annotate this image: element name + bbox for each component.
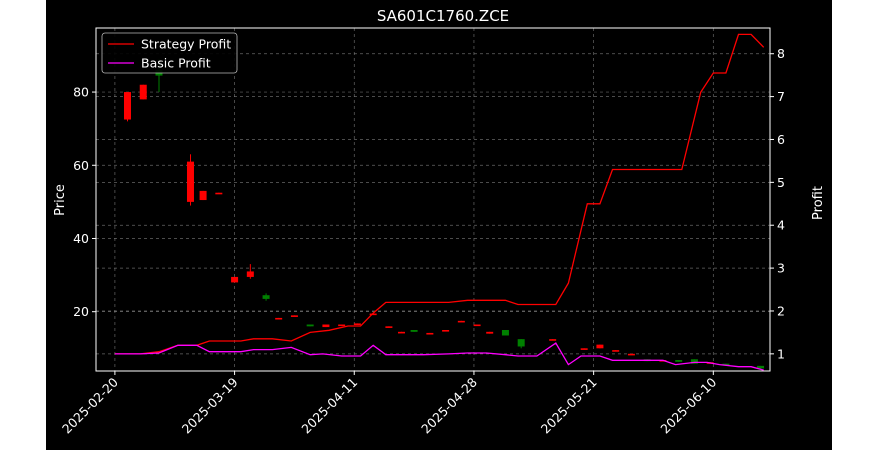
candle-27 (580, 348, 588, 350)
right-axis: 1 2 3 4 5 6 7 8 (770, 46, 785, 361)
candle-body (426, 332, 434, 335)
candle-body (549, 339, 557, 341)
candle-body (690, 359, 698, 364)
candle-36 (722, 363, 730, 366)
candle-8 (262, 293, 270, 301)
candle-23 (486, 331, 494, 334)
candle-29 (612, 350, 620, 352)
candle-5 (215, 192, 223, 195)
candle-body (369, 313, 377, 316)
candle-3 (186, 154, 194, 206)
candle-body (596, 344, 604, 349)
candle-19 (426, 332, 434, 335)
plot-frame (95, 27, 771, 372)
candle-body (139, 84, 147, 100)
left-axis: 20 40 60 80 (73, 85, 96, 319)
right-tick-label-6: 7 (777, 89, 785, 104)
candle-body (675, 360, 683, 362)
candle-body (517, 339, 525, 347)
candle-body (486, 331, 494, 334)
candle-body (457, 320, 465, 323)
series-line-1 (114, 342, 764, 371)
candle-26 (549, 339, 557, 341)
right-tick-label-2: 3 (777, 261, 785, 276)
candle-16 (385, 326, 393, 328)
right-tick-label-7: 8 (777, 46, 785, 61)
candle-9 (275, 317, 283, 320)
candle-body (322, 324, 330, 328)
candle-body (473, 324, 481, 327)
left-tick-label-1: 40 (73, 231, 89, 246)
candle-body (501, 330, 509, 336)
candle-body (215, 192, 223, 195)
candle-body (262, 295, 270, 299)
candle-17 (398, 331, 406, 334)
candle-body (410, 330, 418, 332)
left-tick-label-0: 20 (73, 304, 89, 319)
candle-30 (627, 353, 635, 356)
candle-body (246, 271, 254, 277)
legend-box (101, 32, 238, 74)
candle-body (722, 363, 730, 366)
right-tick-label-1: 2 (777, 303, 785, 318)
candle-20 (442, 330, 450, 332)
candle-14 (353, 323, 361, 326)
candle-25 (517, 339, 525, 349)
candle-body (385, 326, 393, 328)
legend-label-1: Basic Profit (141, 56, 211, 71)
candle-body (275, 317, 283, 320)
candle-11 (306, 324, 314, 327)
candle-13 (338, 324, 346, 327)
candle-body (353, 323, 361, 326)
candle-22 (473, 324, 481, 327)
legend: Strategy Profit Basic Profit (101, 32, 238, 74)
candle-10 (290, 315, 298, 317)
candle-7 (246, 264, 254, 279)
candle-body (306, 324, 314, 327)
right-tick-label-0: 1 (777, 346, 785, 361)
candle-body (442, 330, 450, 332)
candles (123, 59, 765, 369)
candle-24 (501, 330, 509, 336)
candle-body (199, 190, 207, 201)
y-axis-left-label: Price (53, 184, 68, 216)
candle-12 (322, 324, 330, 328)
series-line-0 (114, 33, 765, 355)
candle-0 (123, 92, 131, 122)
candle-body (612, 350, 620, 352)
chart-title: SA601C1760.ZCE (377, 7, 509, 25)
candle-33 (675, 360, 683, 362)
left-tick-label-3: 80 (73, 85, 89, 100)
right-tick-label-4: 5 (777, 175, 785, 190)
candle-28 (596, 344, 604, 349)
candle-body (290, 315, 298, 317)
candle-body (757, 365, 765, 369)
candle-body (580, 348, 588, 350)
candle-21 (457, 320, 465, 323)
candle-18 (410, 330, 418, 332)
candle-4 (199, 190, 207, 201)
profit-lines (114, 33, 765, 371)
candle-body (627, 353, 635, 356)
candle-body (338, 324, 346, 327)
y-axis-right-label: Profit (811, 186, 826, 220)
left-tick-label-2: 60 (73, 158, 89, 173)
candle-body (186, 161, 194, 202)
candle-6 (231, 276, 239, 283)
candle-body (123, 92, 131, 120)
candle-37 (757, 365, 765, 369)
legend-label-0: Strategy Profit (141, 37, 231, 52)
right-tick-label-5: 6 (777, 132, 785, 147)
candle-1 (139, 84, 147, 100)
candle-body (231, 276, 239, 283)
right-tick-label-3: 4 (777, 218, 785, 233)
candle-body (398, 331, 406, 334)
